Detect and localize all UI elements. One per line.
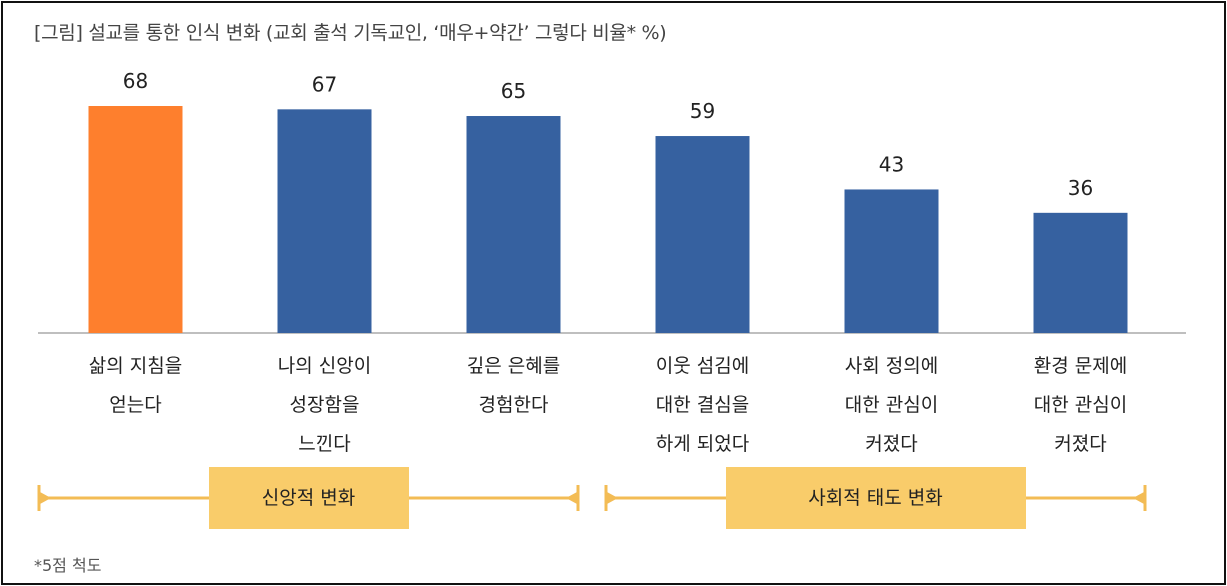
- data-label-1: 68: [123, 69, 148, 93]
- category-label-5: 사회 정의에 대한 관심이 커졌다: [844, 355, 939, 455]
- category-label-4: 이웃 섬김에 대한 결심을 하게 되었다: [655, 355, 750, 455]
- footnote: *5점 척도: [34, 556, 102, 575]
- data-label-3: 65: [501, 79, 526, 103]
- group-label-1: 신앙적 변화: [208, 467, 409, 529]
- group-bracket-right-arrow-2: [1133, 492, 1144, 504]
- bar-1: [88, 106, 183, 333]
- group-label-2: 사회적 태도 변화: [725, 467, 1026, 529]
- bar-4: [655, 136, 750, 333]
- data-label-4: 59: [690, 99, 715, 123]
- category-label-3: 깊은 은혜를 경험한다: [466, 355, 561, 416]
- data-label-5: 43: [879, 152, 904, 176]
- bar-3: [466, 116, 561, 333]
- bar-2: [277, 109, 372, 334]
- bar-5: [844, 189, 939, 333]
- chart-title: [그림] 설교를 통한 인식 변화 (교회 출석 기독교인, ‘매우+약간’ 그…: [34, 22, 667, 44]
- group-bracket-right-arrow-1: [566, 492, 577, 504]
- category-label-2: 나의 신앙이 성장함을 느낀다: [277, 355, 372, 455]
- data-label-2: 67: [312, 72, 337, 96]
- data-label-6: 36: [1068, 176, 1093, 200]
- category-label-6: 환경 문제에 대한 관심이 커졌다: [1033, 355, 1128, 455]
- bar-6: [1033, 212, 1128, 333]
- group-bracket-left-arrow-2: [607, 492, 618, 504]
- group-bracket-left-arrow-1: [40, 492, 51, 504]
- category-label-1: 삶의 지침을 얻는다: [88, 355, 183, 416]
